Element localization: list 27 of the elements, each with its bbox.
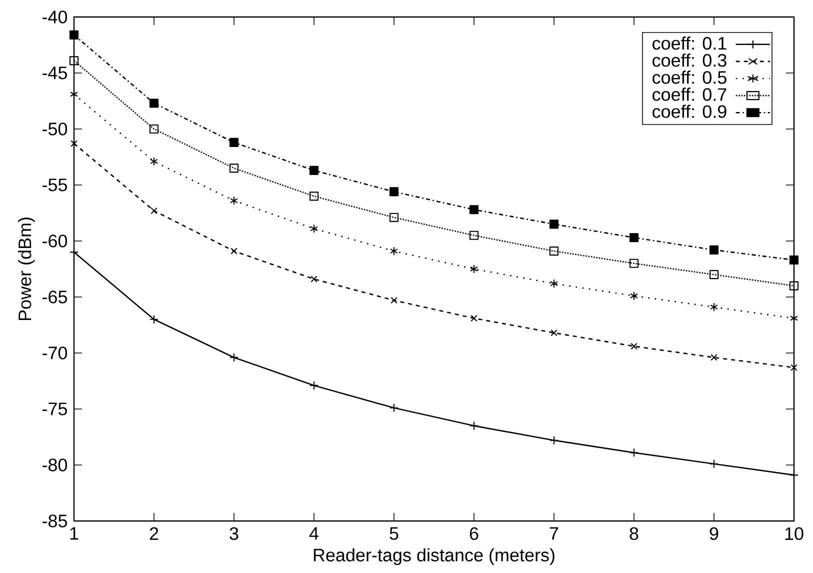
legend-label: coeff: 0.7: [652, 88, 726, 101]
y-tick-label: -55: [42, 178, 67, 192]
x-tick-label: 9: [710, 527, 718, 540]
x-tick-label: 7: [550, 527, 558, 540]
x-axis-title: Reader-tags distance (meters): [314, 548, 554, 566]
y-tick-label: -70: [42, 346, 68, 360]
legend-label: coeff: 0.5: [652, 70, 726, 84]
x-tick-label: 5: [390, 527, 398, 540]
x-tick-label: 4: [309, 527, 318, 540]
y-tick-label: -50: [42, 122, 68, 136]
x-tick-label: 2: [150, 527, 158, 540]
x-tick-label: 1: [70, 527, 78, 540]
y-tick-label: -65: [42, 290, 67, 304]
x-tick-label: 8: [630, 527, 638, 540]
y-tick-label: -60: [42, 234, 68, 248]
x-tick-label: 3: [230, 527, 238, 540]
x-tick-label: 10: [785, 527, 804, 540]
legend-label: coeff: 0.9: [652, 104, 726, 118]
legend-label: coeff: 0.3: [652, 54, 726, 67]
y-tick-label: -45: [42, 66, 67, 80]
y-tick-label: -75: [42, 402, 67, 416]
legend-label: coeff: 0.1: [652, 36, 726, 50]
y-tick-label: -40: [42, 10, 68, 24]
y-tick-label: -80: [42, 458, 68, 472]
y-axis-title: Power (dBm): [18, 218, 35, 320]
x-tick-label: 6: [470, 527, 478, 540]
y-tick-label: -85: [42, 514, 67, 528]
